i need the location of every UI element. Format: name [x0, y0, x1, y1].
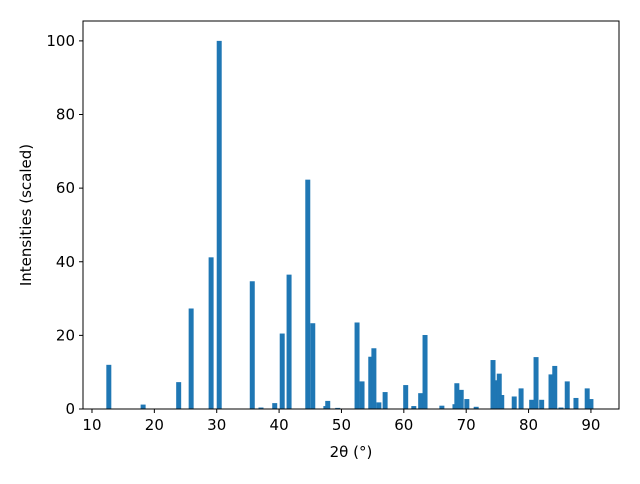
x-tick-label: 90 — [581, 416, 600, 434]
bar — [216, 40, 222, 409]
bar — [176, 382, 182, 409]
bar — [473, 406, 479, 409]
bar — [359, 381, 365, 409]
bar — [458, 389, 464, 409]
bar — [371, 348, 377, 409]
bar — [411, 406, 417, 409]
x-tick-label: 80 — [519, 416, 538, 434]
bar — [418, 393, 424, 409]
bar — [511, 396, 517, 409]
bar — [354, 322, 360, 409]
bar — [310, 323, 316, 409]
x-tick-label: 70 — [457, 416, 476, 434]
bar — [249, 281, 255, 409]
bar — [335, 407, 341, 409]
bar — [258, 407, 264, 409]
x-tick-label: 30 — [207, 416, 226, 434]
bar — [564, 381, 570, 409]
y-tick-label: 40 — [56, 253, 75, 271]
y-tick-label: 0 — [65, 400, 75, 418]
bar — [286, 274, 292, 409]
bar — [208, 257, 214, 409]
x-tick-label: 10 — [82, 416, 101, 434]
x-axis-label: 2θ (°) — [330, 443, 373, 461]
bar — [490, 360, 496, 409]
bar — [368, 356, 374, 409]
bar — [279, 333, 285, 409]
bar — [558, 407, 564, 409]
bar — [499, 395, 505, 409]
x-tick-label: 40 — [270, 416, 289, 434]
bar — [588, 399, 594, 409]
bar — [382, 392, 388, 409]
bar — [403, 385, 409, 409]
x-tick-label: 20 — [145, 416, 164, 434]
y-axis-label: Intensities (scaled) — [17, 144, 35, 286]
bar — [188, 308, 194, 409]
bar — [548, 374, 554, 409]
bar — [422, 335, 428, 409]
bar — [552, 365, 558, 409]
plot-frame — [82, 20, 620, 410]
bar — [573, 397, 579, 409]
y-tick-label: 20 — [56, 326, 75, 344]
bar — [493, 380, 499, 409]
bar — [529, 399, 535, 409]
bar — [584, 388, 590, 409]
bar — [106, 364, 112, 409]
bar — [454, 383, 460, 409]
y-tick-label: 80 — [56, 106, 75, 124]
bar — [439, 405, 445, 409]
bar — [533, 357, 539, 409]
y-tick-label: 100 — [46, 32, 75, 50]
bar — [325, 400, 331, 409]
bar — [518, 388, 524, 409]
x-tick-label: 60 — [394, 416, 413, 434]
y-tick-label: 60 — [56, 179, 75, 197]
bar — [496, 373, 502, 409]
bar — [539, 399, 545, 409]
bar — [464, 399, 470, 409]
x-tick-label: 50 — [332, 416, 351, 434]
bar — [272, 403, 278, 409]
bar — [376, 402, 382, 409]
bar — [140, 404, 146, 409]
bar — [305, 179, 311, 409]
